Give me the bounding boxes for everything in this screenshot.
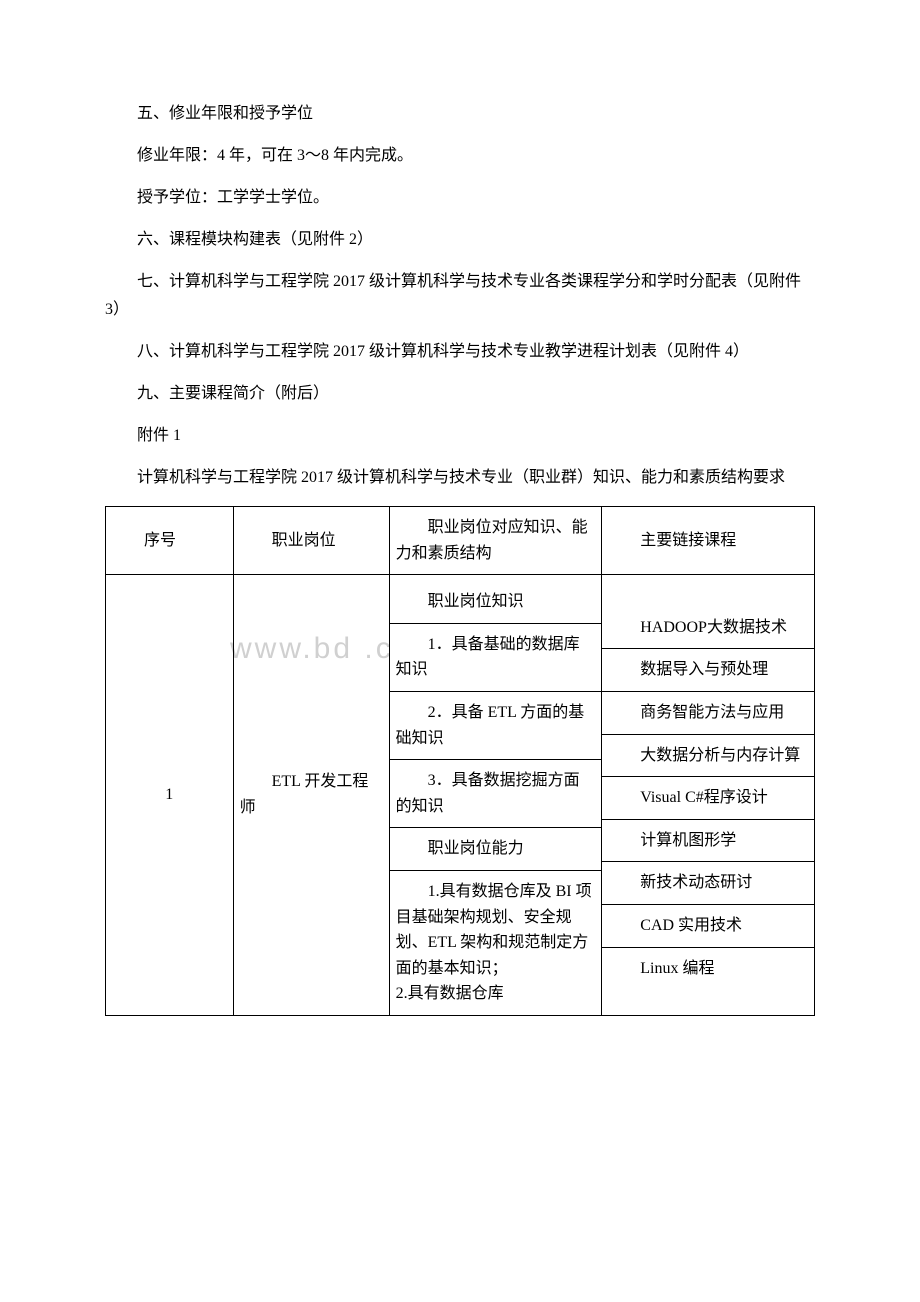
section-5-heading: 五、修业年限和授予学位 (105, 100, 815, 128)
cell-course-1: HADOOP大数据技术 数据导入与预处理 商务智能方法与应用 大数据分析与内存计… (602, 575, 815, 1016)
course-item: 计算机图形学 (602, 819, 814, 862)
header-course: 主要链接课程 (602, 507, 815, 575)
degree-awarded-text: 授予学位：工学学士学位。 (105, 184, 815, 212)
req-heading-ability: 职业岗位能力 (390, 828, 602, 871)
header-seq: 序号 (106, 507, 234, 575)
course-item: Visual C#程序设计 (602, 777, 814, 820)
section-9-heading: 九、主要课程简介（附后） (105, 380, 815, 408)
cell-seq-1: 1 (106, 575, 234, 1016)
section-7-heading: 七、计算机科学与工程学院 2017 级计算机科学与技术专业各类课程学分和学时分配… (105, 268, 815, 324)
course-item: 大数据分析与内存计算 (602, 734, 814, 777)
req-item: 3．具备数据挖掘方面的知识 (390, 760, 602, 828)
req-item: 1．具备基础的数据库知识 (390, 623, 602, 691)
req-heading-knowledge: 职业岗位知识 (390, 581, 602, 623)
study-duration-text: 修业年限：4 年，可在 3～8 年内完成。 (105, 142, 815, 170)
course-item: 数据导入与预处理 (602, 649, 814, 692)
appendix-1-title: 计算机科学与工程学院 2017 级计算机科学与技术专业（职业群）知识、能力和素质… (105, 464, 815, 492)
header-job: 职业岗位 (233, 507, 389, 575)
course-item: HADOOP大数据技术 (602, 607, 814, 649)
requirements-table-wrap: 序号 职业岗位 职业岗位对应知识、能力和素质结构 主要链接课程 1 ETL 开发… (105, 506, 815, 1016)
table-row: 1 ETL 开发工程师 职业岗位知识 1．具备基础的数据库知识 2．具备 ETL… (106, 575, 815, 1016)
course-item: CAD 实用技术 (602, 905, 814, 948)
cell-req-1: 职业岗位知识 1．具备基础的数据库知识 2．具备 ETL 方面的基础知识 3．具… (389, 575, 602, 1016)
appendix-1-label: 附件 1 (105, 422, 815, 450)
course-item: Linux 编程 (602, 947, 814, 989)
cell-job-1: ETL 开发工程师 (233, 575, 389, 1016)
course-item: 新技术动态研讨 (602, 862, 814, 905)
req-item: 1.具有数据仓库及 BI 项目基础架构规划、安全规划、ETL 架构和规范制定方面… (390, 870, 602, 1014)
section-6-heading: 六、课程模块构建表（见附件 2） (105, 226, 815, 254)
req-item: 2．具备 ETL 方面的基础知识 (390, 691, 602, 759)
course-item: 商务智能方法与应用 (602, 692, 814, 735)
section-8-heading: 八、计算机科学与工程学院 2017 级计算机科学与技术专业教学进程计划表（见附件… (105, 338, 815, 366)
requirements-table: 序号 职业岗位 职业岗位对应知识、能力和素质结构 主要链接课程 1 ETL 开发… (105, 506, 815, 1016)
table-header-row: 序号 职业岗位 职业岗位对应知识、能力和素质结构 主要链接课程 (106, 507, 815, 575)
header-req: 职业岗位对应知识、能力和素质结构 (389, 507, 602, 575)
